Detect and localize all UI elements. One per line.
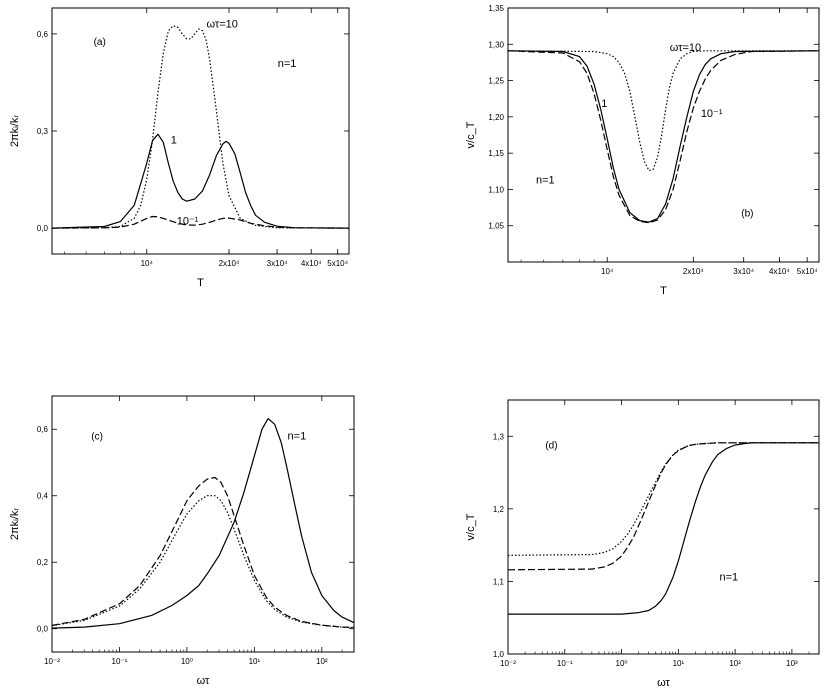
- y-axis-title: v/c_T: [465, 121, 477, 148]
- x-tick-label: 10⁻¹: [112, 657, 128, 666]
- y-axis-title: v/c_T: [465, 513, 477, 540]
- x-tick-label: 3x10⁴: [267, 259, 288, 268]
- x-tick-label: 2x10⁴: [219, 259, 240, 268]
- x-tick-label: 10⁻²: [500, 659, 516, 668]
- y-tick-label: 1,35: [488, 4, 504, 13]
- chart-panel-2: 10⁻² 10⁻¹ 10⁰ 10¹ 10² 0,0 0,2 0,4 0,6 ωτ 2πkᵢ/kᵣ (c…: [9, 395, 355, 687]
- y-axis-title: 2πkᵢ/kᵣ: [9, 508, 21, 540]
- y-tick-label: 1,25: [488, 77, 504, 86]
- y-axis-title: 2πkᵢ/kᵣ: [9, 115, 21, 147]
- chart-panel-0: 10⁴ 2x10⁴ 3x10⁴ 4x10⁴ 5x10⁴ 0,0 0,3 0,6 T 2πkᵢ/kᵣ…: [9, 7, 350, 289]
- annotation: n=1: [288, 431, 307, 443]
- plot-frame: [507, 7, 820, 263]
- y-tick-label: 1,20: [488, 113, 504, 122]
- y-tick-label: 0,3: [37, 127, 49, 136]
- annotation: 10⁻¹: [701, 108, 723, 120]
- series-line-dotted: [508, 442, 819, 556]
- series-line-solid: [508, 50, 819, 223]
- y-tick-label: 1,2: [493, 505, 505, 514]
- x-tick-label: 4x10⁴: [301, 259, 322, 268]
- annotation: (d): [545, 440, 557, 451]
- x-tick-label: 10⁰: [181, 657, 193, 666]
- annotation: ωτ=10: [206, 19, 237, 31]
- y-tick-label: 1,30: [488, 40, 504, 49]
- y-tick-label: 1,10: [488, 185, 504, 194]
- annotation: ωτ=10: [670, 42, 701, 54]
- x-tick-label: 10⁴: [601, 267, 614, 276]
- y-tick-label: 1,1: [493, 577, 505, 586]
- annotation: 1: [171, 134, 177, 146]
- x-tick-label: 10⁻¹: [557, 659, 573, 668]
- x-tick-label: 10³: [786, 659, 798, 668]
- x-tick-label: 10²: [316, 657, 328, 666]
- x-tick-label: 4x10⁴: [769, 267, 790, 276]
- series-line-dashed: [508, 442, 819, 571]
- y-tick-label: 0,6: [37, 30, 49, 39]
- annotation: (b): [741, 208, 753, 219]
- y-tick-label: 0,0: [37, 625, 49, 634]
- y-tick-label: 1,3: [493, 432, 505, 441]
- x-axis-title: T: [660, 285, 667, 297]
- x-tick-label: 10¹: [249, 657, 261, 666]
- series-line-solid: [52, 133, 349, 229]
- annotation: 1: [601, 98, 607, 110]
- series-line-dotted: [52, 495, 354, 629]
- series-line-dashed: [52, 215, 349, 229]
- x-tick-label: 5x10⁴: [797, 267, 818, 276]
- annotation: n=1: [536, 174, 555, 186]
- plot-frame: [507, 399, 820, 655]
- annotation: n=1: [278, 58, 297, 70]
- y-tick-label: 0,0: [37, 224, 49, 233]
- series-line-solid: [52, 418, 354, 629]
- x-tick-label: 10⁴: [141, 259, 154, 268]
- x-tick-label: 10⁰: [616, 659, 628, 668]
- annotation: 10⁻¹: [177, 215, 199, 227]
- series-line-dotted: [52, 25, 349, 229]
- x-tick-label: 10¹: [673, 659, 685, 668]
- y-tick-label: 1,05: [488, 222, 504, 231]
- y-tick-label: 0,4: [37, 492, 49, 501]
- series-line-dashed: [52, 476, 354, 628]
- chart-panel-1: 10⁴ 2x10⁴ 3x10⁴ 4x10⁴ 5x10⁴ 1,05 1,10 1,15 1,20 1…: [465, 4, 820, 297]
- x-tick-label: 3x10⁴: [733, 267, 754, 276]
- x-axis-title: ωτ: [197, 675, 210, 687]
- x-axis-title: T: [197, 277, 204, 289]
- x-tick-label: 10⁻²: [44, 657, 60, 666]
- x-tick-label: 2x10⁴: [683, 267, 704, 276]
- plot-frame: [51, 395, 355, 653]
- y-tick-label: 0,6: [37, 425, 49, 434]
- x-tick-label: 10²: [729, 659, 741, 668]
- chart-panel-3: 10⁻² 10⁻¹ 10⁰ 10¹ 10² 10³ 1,0 1,1 1,2 1,3 ωτ v/c_T (…: [465, 399, 820, 689]
- y-tick-label: 1,15: [488, 149, 504, 158]
- y-tick-label: 0,2: [37, 558, 49, 567]
- series-line-dashed: [508, 50, 819, 224]
- annotation: n=1: [719, 571, 738, 583]
- annotation: (c): [91, 432, 103, 443]
- series-line-dotted: [508, 50, 819, 172]
- x-tick-label: 5x10⁴: [327, 259, 348, 268]
- y-tick-label: 1,0: [493, 650, 505, 659]
- annotation: (a): [94, 37, 106, 48]
- x-axis-title: ωτ: [657, 677, 670, 689]
